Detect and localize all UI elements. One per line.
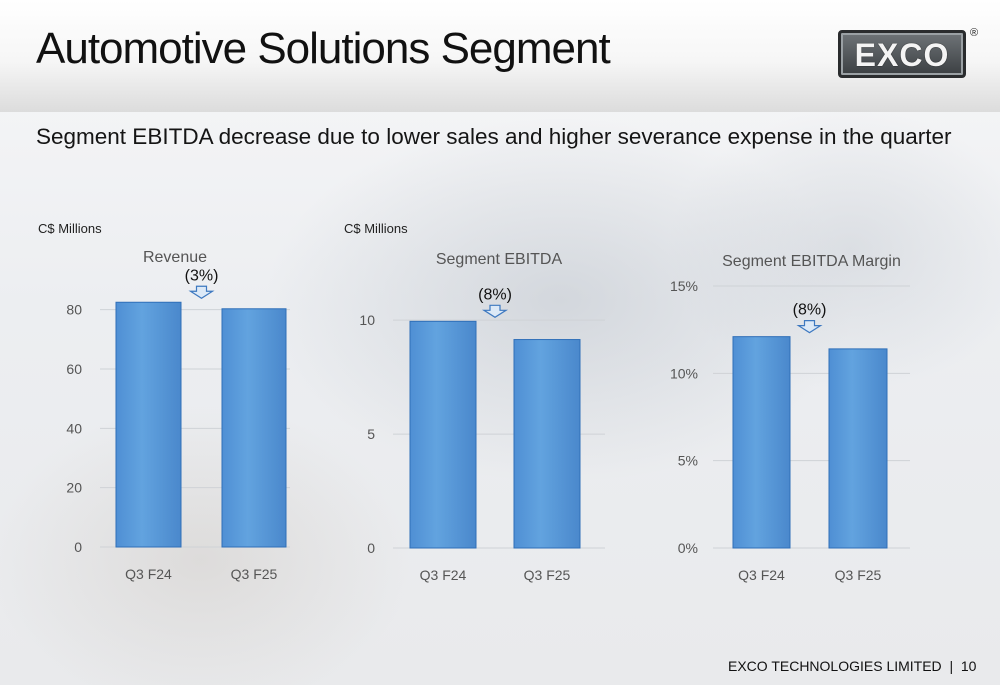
y-tick-label: 5%	[678, 453, 698, 469]
unit-label-ebitda: C$ Millions	[344, 221, 408, 236]
x-tick-label: Q3 F24	[125, 566, 172, 582]
x-tick-label: Q3 F24	[738, 567, 785, 583]
chart-title: Revenue	[143, 249, 207, 266]
y-tick-label: 15%	[670, 278, 698, 294]
x-tick-label: Q3 F25	[835, 567, 882, 583]
y-tick-label: 0	[74, 539, 82, 555]
registered-mark: ®	[970, 27, 979, 39]
segment-ebitda-margin-chart: 0% 5% 10% 15% Segment EBITDA Margin Q3 F24 Q3 …	[670, 253, 910, 583]
bar-q3-f25	[221, 308, 287, 548]
x-tick-label: Q3 F25	[231, 566, 278, 582]
down-arrow-icon	[188, 285, 215, 299]
x-tick-label: Q3 F24	[420, 567, 467, 583]
y-tick-label: 0%	[678, 540, 698, 556]
change-label: (3%)	[185, 267, 219, 284]
change-label: (8%)	[478, 286, 512, 303]
y-tick-label: 0	[367, 540, 375, 556]
segment-ebitda-chart: 0 5 10 Segment EBITDA Q3 F24 Q3 F25 (8%)	[359, 251, 605, 583]
slide-title: Automotive Solutions Segment	[36, 24, 611, 73]
down-arrow-icon	[796, 320, 823, 334]
y-tick-label: 40	[66, 420, 82, 436]
exco-logo: EXCO	[838, 30, 966, 78]
x-tick-label: Q3 F25	[524, 567, 571, 583]
down-arrow-icon	[481, 304, 509, 319]
bar-q3-f25	[513, 339, 581, 549]
y-tick-label: 20	[66, 480, 82, 496]
bar-q3-f25	[828, 348, 888, 549]
chart-title: Segment EBITDA Margin	[722, 253, 901, 270]
slide-subtitle: Segment EBITDA decrease due to lower sal…	[36, 124, 952, 149]
y-tick-label: 5	[367, 426, 375, 442]
change-label: (8%)	[793, 302, 827, 319]
footer-text: EXCO TECHNOLOGIES LIMITED | 10	[728, 658, 977, 674]
bar-q3-f24	[115, 301, 182, 548]
y-tick-label: 10	[359, 312, 375, 328]
y-tick-label: 60	[66, 361, 82, 377]
header-bar	[0, 0, 1000, 112]
chart-title: Segment EBITDA	[436, 251, 563, 268]
bar-q3-f24	[732, 336, 791, 549]
logo-text: EXCO	[854, 37, 950, 73]
y-tick-label: 10%	[670, 365, 698, 381]
y-tick-label: 80	[66, 302, 82, 318]
revenue-chart: 0 20 40 60 80 Revenue Q3 F24 Q3 F25 (3%)	[66, 249, 290, 582]
bar-q3-f24	[409, 320, 477, 549]
unit-label-revenue: C$ Millions	[38, 221, 102, 236]
